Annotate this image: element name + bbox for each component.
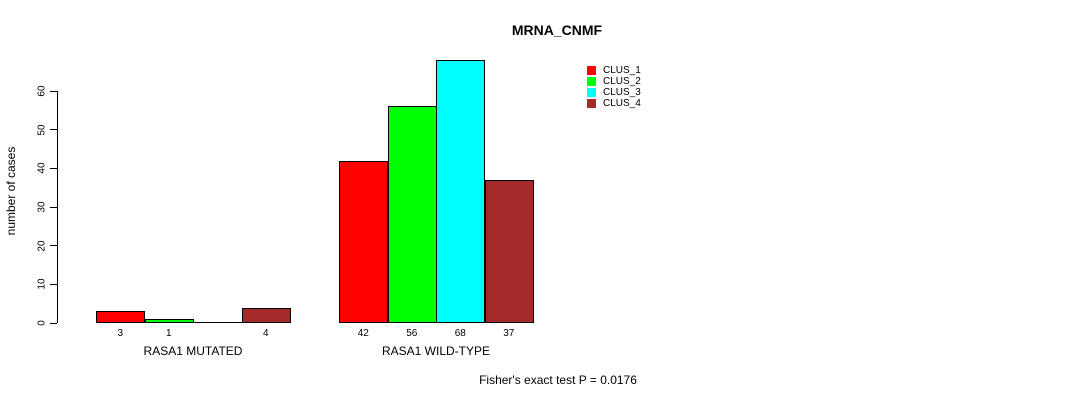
bar-value-label: 68	[454, 328, 466, 339]
group-label: RASA1 MUTATED	[143, 344, 243, 358]
y-tick-label: 60	[36, 85, 48, 97]
legend-swatch-clus_2	[587, 77, 596, 86]
y-tick-mark	[50, 129, 57, 131]
y-axis-line	[57, 91, 58, 323]
bar-value-label: 4	[262, 328, 269, 339]
legend-row: CLUS_4	[587, 98, 641, 109]
legend-swatch-clus_3	[587, 88, 596, 97]
y-tick-mark	[50, 245, 57, 247]
legend-row: CLUS_1	[587, 65, 641, 76]
bar-value-label: 3	[117, 328, 124, 339]
y-tick-mark	[50, 322, 57, 324]
legend-swatch-clus_4	[587, 99, 596, 108]
bar-value-label: 56	[406, 328, 418, 339]
bar-clus_3	[436, 60, 485, 323]
bar-value-label: 1	[165, 328, 172, 339]
legend-swatch-clus_1	[587, 66, 596, 75]
legend-label: CLUS_4	[603, 98, 641, 109]
bar-clus_4	[485, 180, 534, 323]
legend-label: CLUS_3	[603, 87, 641, 98]
bar-clus_2	[388, 106, 437, 323]
y-tick-mark	[50, 283, 57, 285]
bar-clus_4	[242, 308, 291, 323]
y-tick-label: 0	[36, 320, 48, 326]
y-tick-label: 50	[36, 124, 48, 136]
y-tick-label: 10	[36, 278, 48, 290]
y-axis-label: number of cases	[4, 146, 18, 236]
group-label: RASA1 WILD-TYPE	[381, 344, 491, 358]
bar-value-label: 42	[357, 328, 369, 339]
y-tick-mark	[50, 90, 57, 92]
y-tick-mark	[50, 206, 57, 208]
legend-label: CLUS_2	[603, 76, 641, 87]
legend-label: CLUS_1	[603, 65, 641, 76]
legend: CLUS_1 CLUS_2 CLUS_3 CLUS_4	[587, 65, 641, 109]
fisher-test-annotation: Fisher's exact test P = 0.0176	[479, 373, 637, 387]
bar-clus_1	[339, 161, 388, 323]
y-tick-label: 40	[36, 162, 48, 174]
y-tick-label: 20	[36, 240, 48, 252]
bar-clus_1	[96, 311, 145, 323]
bar-value-label: 37	[503, 328, 515, 339]
chart-title: MRNA_CNMF	[511, 22, 603, 38]
y-tick-mark	[50, 167, 57, 169]
legend-row: CLUS_2	[587, 76, 641, 87]
y-tick-label: 30	[36, 201, 48, 213]
bar-clus_2	[145, 319, 194, 323]
legend-row: CLUS_3	[587, 87, 641, 98]
